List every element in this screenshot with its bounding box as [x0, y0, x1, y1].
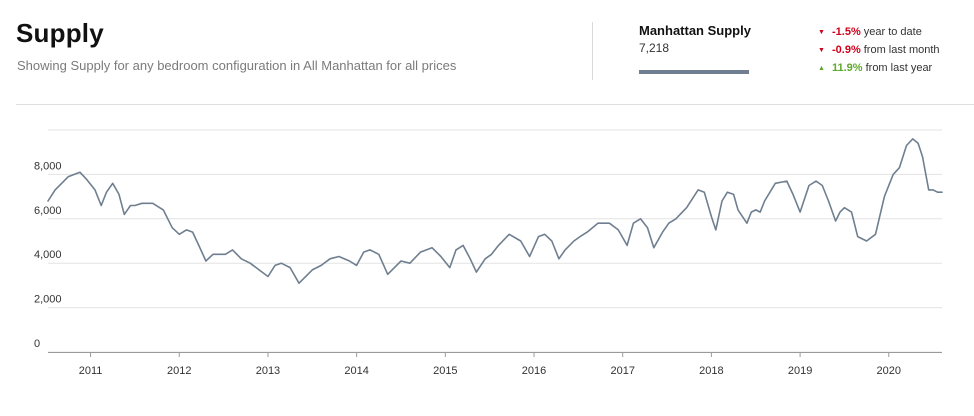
page-subtitle: Showing Supply for any bedroom configura…: [17, 58, 457, 73]
series-line: [47, 138, 943, 284]
y-tick-label: 0: [34, 338, 40, 350]
y-tick-label: 2,000: [34, 294, 62, 306]
stat-change: -1.5%: [832, 26, 861, 38]
y-tick-label: 8,000: [34, 160, 62, 172]
x-tick-label: 2013: [256, 365, 280, 377]
stat-text: from last month: [863, 44, 940, 56]
up-arrow-icon: ▲: [818, 65, 825, 72]
supply-label: Manhattan Supply: [639, 23, 751, 38]
stat-last-year: ▲ 11.9% from last year: [818, 61, 940, 79]
stat-text: from last year: [865, 62, 933, 74]
stat-change: 11.9%: [832, 62, 863, 74]
x-tick-label: 2020: [877, 365, 901, 377]
x-tick-label: 2016: [522, 365, 546, 377]
x-tick-label: 2018: [699, 365, 723, 377]
header-divider: [592, 22, 593, 80]
stat-year-to-date: ▼ -1.5% year to date: [818, 25, 940, 43]
page-title: Supply: [16, 18, 104, 48]
down-arrow-icon: ▼: [818, 47, 825, 54]
x-tick-label: 2019: [788, 365, 812, 377]
stats-list: ▼ -1.5% year to date ▼ -0.9% from last month…: [818, 25, 940, 79]
stat-last-month: ▼ -0.9% from last month: [818, 43, 940, 61]
down-arrow-icon: ▼: [818, 29, 825, 36]
x-tick-label: 2012: [167, 365, 191, 377]
stat-text: year to date: [863, 26, 922, 38]
series-swatch: [639, 70, 749, 74]
y-tick-label: 4,000: [34, 249, 62, 261]
y-tick-label: 6,000: [34, 205, 62, 217]
x-tick-label: 2014: [344, 365, 368, 377]
stat-change: -0.9%: [832, 44, 861, 56]
x-tick-label: 2015: [433, 365, 457, 377]
supply-value: 7,218: [639, 41, 670, 55]
x-tick-label: 2017: [610, 365, 634, 377]
section-divider: [16, 104, 974, 105]
supply-line-chart: 0 2,000 4,000 6,000 8,000 2011 2012 2013 2014 201…: [34, 129, 943, 377]
x-tick-label: 2011: [79, 365, 103, 377]
